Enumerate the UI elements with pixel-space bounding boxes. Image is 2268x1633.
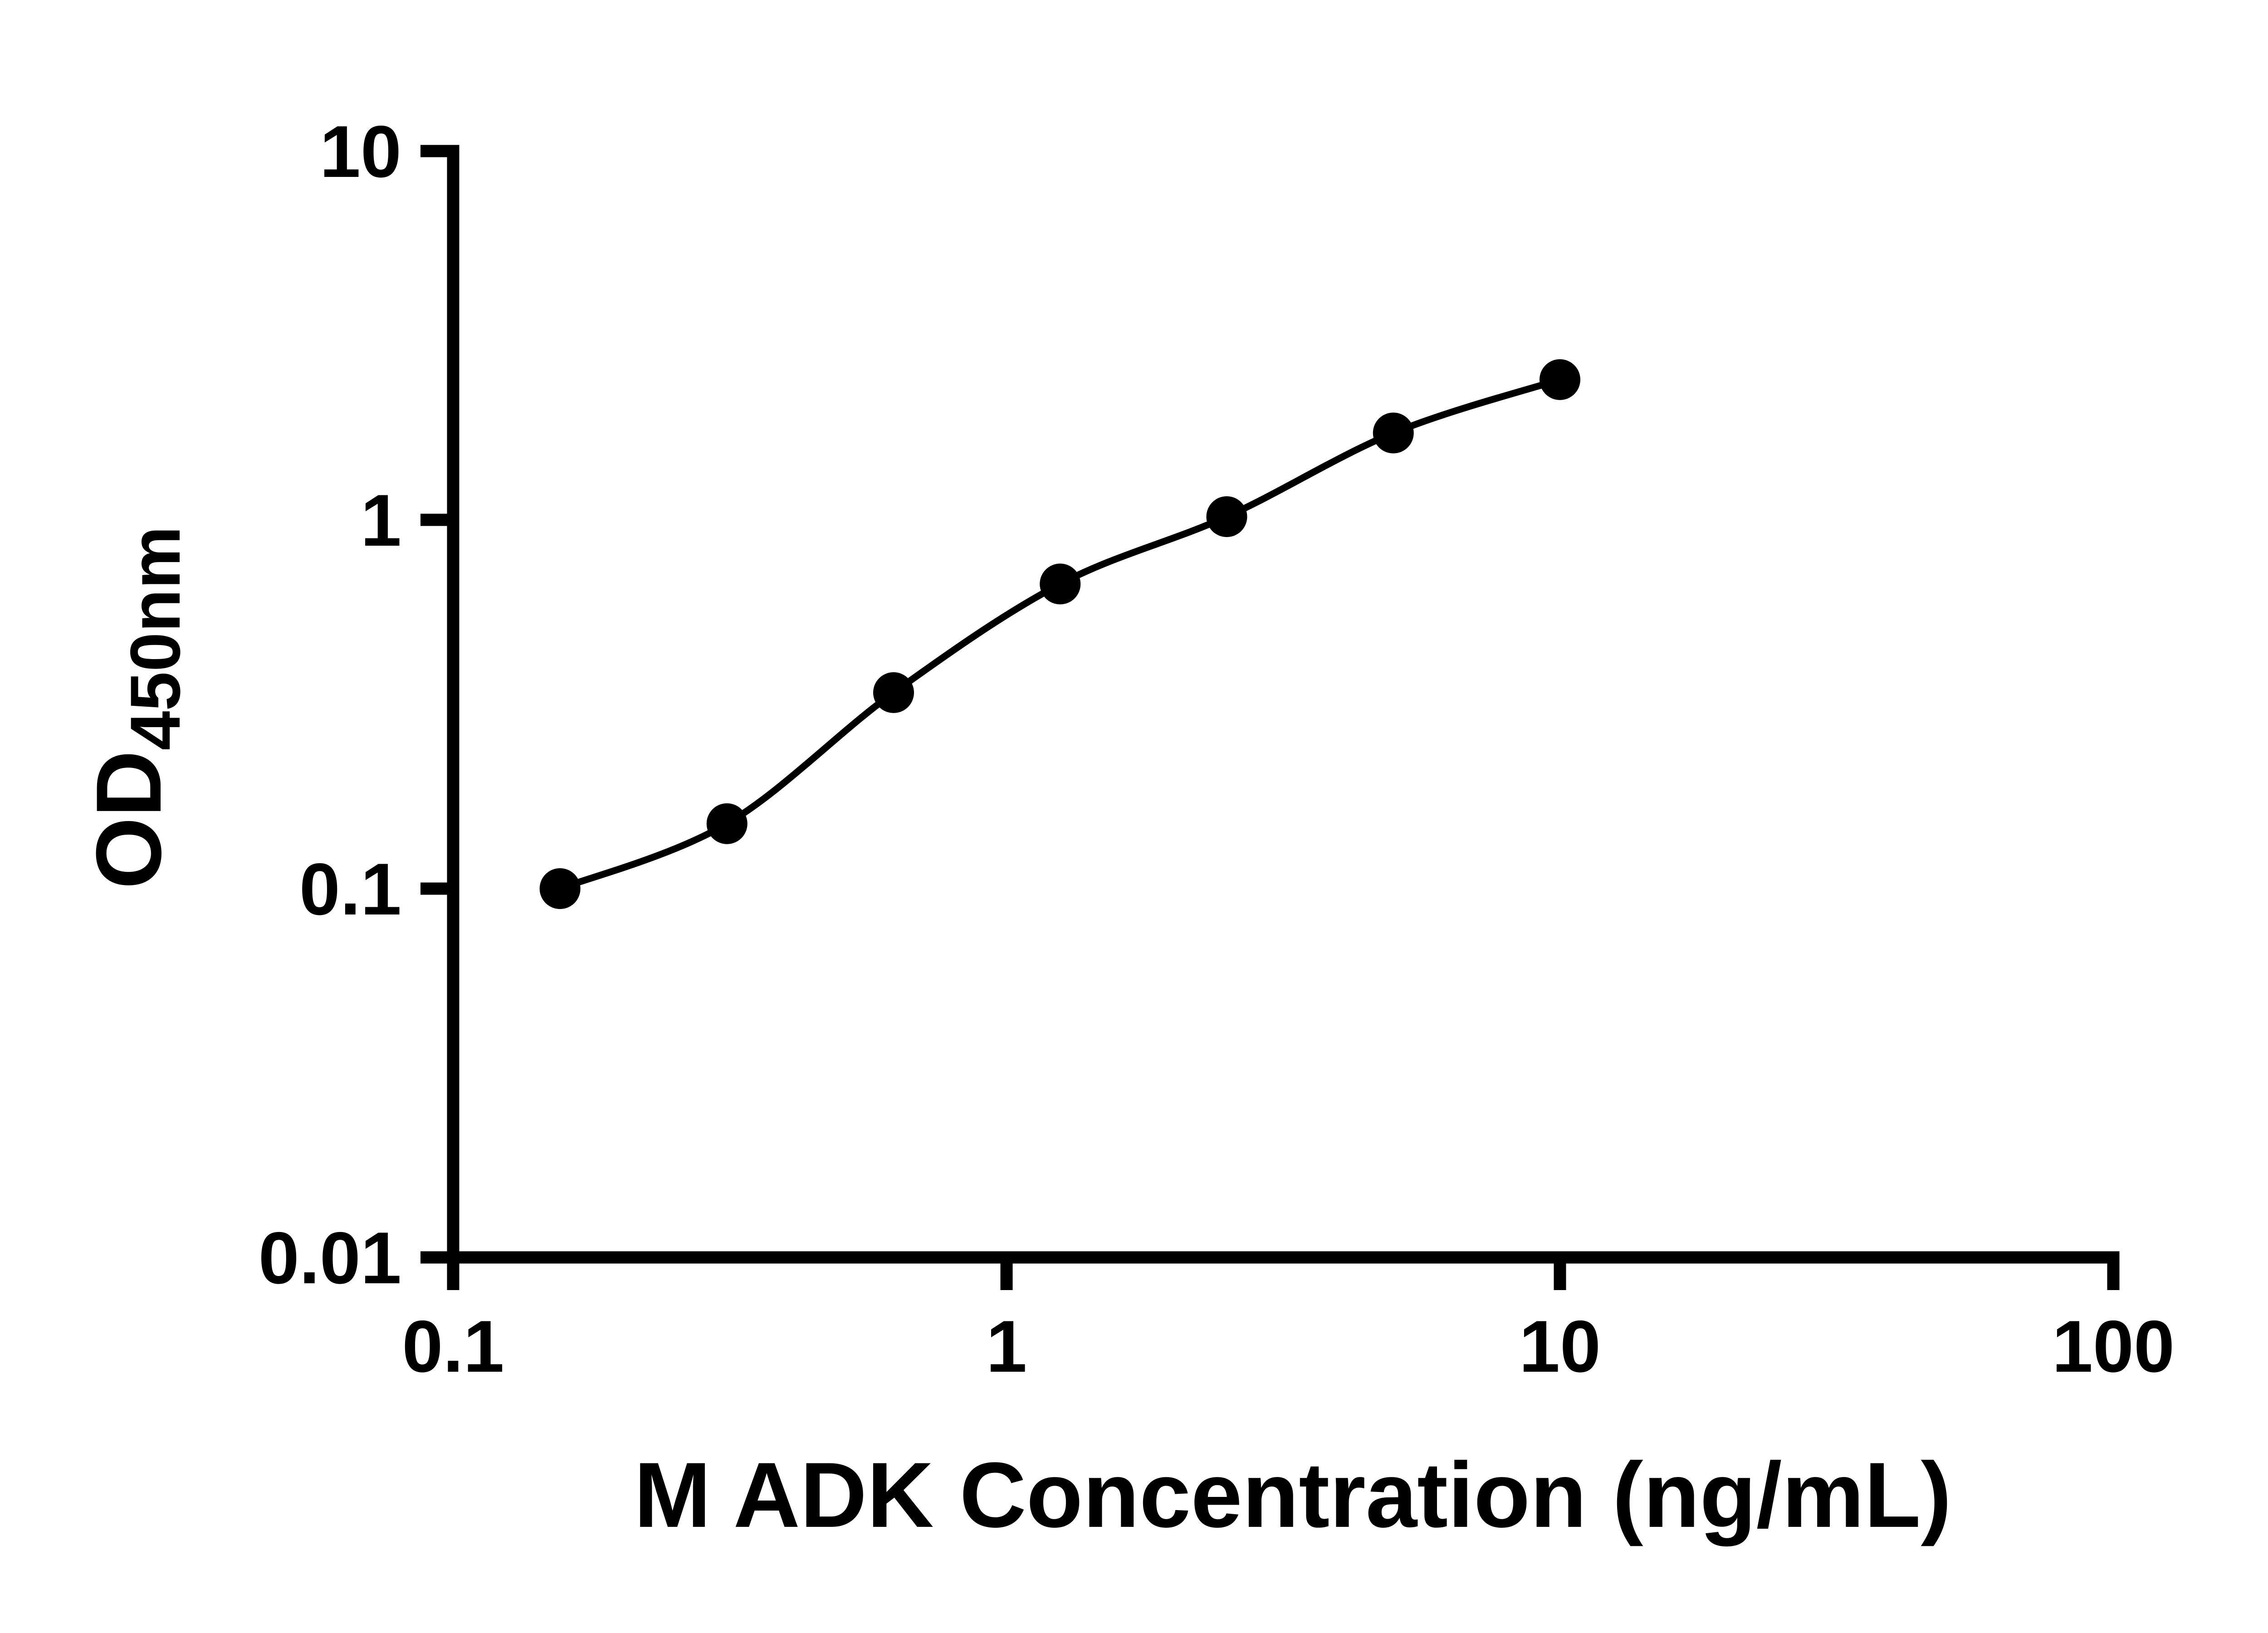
x-axis-title: M ADK Concentration (ng/mL) (634, 1443, 1952, 1547)
data-point (1373, 412, 1414, 454)
x-tick-label: 100 (2052, 1305, 2175, 1388)
y-tick-label: 10 (320, 111, 401, 193)
y-tick-label: 0.1 (299, 848, 401, 930)
x-tick-label: 10 (1519, 1305, 1601, 1388)
data-point (539, 868, 581, 909)
y-axis-title-subscript: 450nm (116, 526, 195, 750)
y-axis-title: OD450nm (77, 526, 195, 889)
svg-text:OD450nm: OD450nm (77, 526, 195, 889)
data-point (1206, 496, 1247, 538)
data-point (873, 672, 914, 713)
data-point (1040, 563, 1081, 605)
fit-curve-line (558, 376, 1561, 892)
x-tick-label: 1 (986, 1305, 1027, 1388)
data-point (706, 803, 748, 844)
x-tick-label: 0.1 (402, 1305, 504, 1388)
y-axis-title-main: OD (77, 750, 181, 889)
data-point (1540, 359, 1580, 400)
y-tick-label: 0.01 (259, 1217, 401, 1299)
y-tick-label: 1 (361, 479, 401, 562)
